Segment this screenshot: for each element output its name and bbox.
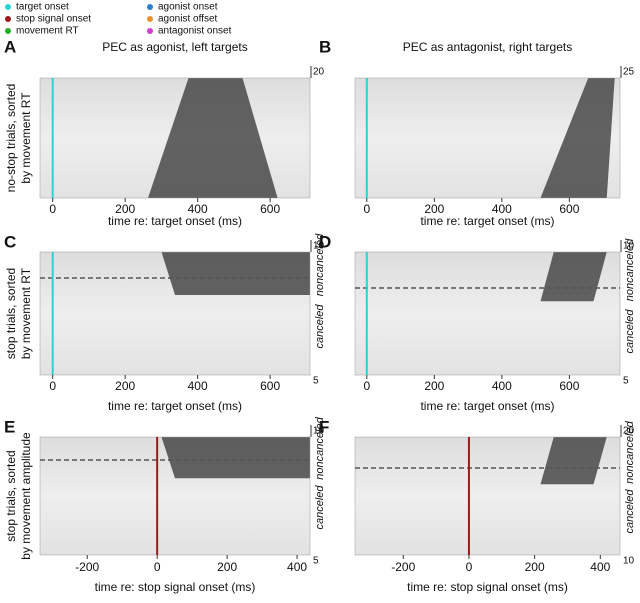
hist-scale-top: 20 (313, 67, 325, 78)
legend-label: antagonist onset (158, 26, 232, 37)
x-axis-label: time re: target onset (ms) (108, 399, 242, 413)
legend-swatch (5, 28, 11, 34)
x-tick-label: 200 (424, 202, 444, 216)
x-tick-label: 400 (287, 560, 307, 574)
legend-label: agonist onset (158, 2, 218, 13)
panel-letter: D (319, 232, 331, 251)
panel-letter: F (319, 417, 329, 436)
hist-scale-bottom: 5 (313, 556, 319, 567)
x-tick-label: 400 (492, 379, 512, 393)
group-label: canceled (624, 309, 636, 354)
x-tick-label: 600 (260, 202, 280, 216)
hist-scale-top: 25 (623, 67, 635, 78)
axis-frame (354, 436, 621, 556)
legend-label: stop signal onset (16, 14, 91, 25)
panel-letter: B (319, 37, 331, 56)
x-tick-label: 200 (115, 379, 135, 393)
legend-swatch (147, 16, 153, 22)
axis-frame (354, 251, 621, 376)
panel-letter: C (4, 232, 16, 251)
axis-frame (354, 77, 621, 199)
legend-label: agonist offset (158, 14, 218, 25)
x-tick-label: 400 (188, 202, 208, 216)
legend-label: target onset (16, 2, 69, 13)
activity-band (540, 252, 607, 302)
legend-swatch (147, 28, 153, 34)
axis-frame (39, 77, 311, 199)
y-axis-label: by movement RT (19, 267, 33, 359)
activity-band (148, 78, 278, 198)
group-label: canceled (624, 489, 636, 534)
group-label: noncanceled (314, 416, 326, 479)
x-tick-label: 0 (363, 379, 370, 393)
x-axis-label: time re: stop signal onset (ms) (407, 580, 568, 594)
x-tick-label: 600 (559, 202, 579, 216)
panel-letter: E (4, 417, 15, 436)
group-label: canceled (314, 304, 326, 349)
x-tick-label: -200 (75, 560, 99, 574)
axis-frame (39, 251, 311, 376)
x-axis-label: time re: target onset (ms) (420, 214, 554, 228)
x-tick-label: 0 (154, 560, 161, 574)
activity-band (540, 437, 607, 485)
hist-scale-bottom: 10 (623, 556, 635, 567)
panel-title: PEC as agonist, left targets (102, 40, 247, 54)
x-tick-label: 0 (49, 379, 56, 393)
y-axis-label: stop trials, sorted (4, 450, 18, 541)
legend-swatch (5, 4, 11, 10)
x-tick-label: 400 (590, 560, 610, 574)
x-tick-label: 200 (424, 379, 444, 393)
x-tick-label: 600 (260, 379, 280, 393)
x-tick-label: 200 (115, 202, 135, 216)
x-tick-label: 200 (217, 560, 237, 574)
x-axis-label: time re: target onset (ms) (108, 214, 242, 228)
y-axis-label: by movement amplitude (19, 432, 33, 560)
group-label: noncanceled (314, 233, 326, 296)
x-tick-label: 0 (49, 202, 56, 216)
group-label: noncanceled (624, 420, 636, 483)
x-axis-label: time re: stop signal onset (ms) (95, 580, 256, 594)
x-axis-label: time re: target onset (ms) (420, 399, 554, 413)
hist-scale-bottom: 5 (313, 376, 319, 387)
group-label: noncanceled (624, 238, 636, 301)
x-tick-label: 600 (559, 379, 579, 393)
hist-scale-top: 20 (623, 426, 635, 437)
hist-scale-top: 10 (623, 241, 635, 252)
panel-title: PEC as antagonist, right targets (403, 40, 572, 54)
activity-band (161, 437, 310, 479)
hist-scale-top: 10 (313, 241, 325, 252)
panel-letter: A (4, 37, 16, 56)
legend-swatch (147, 4, 153, 10)
hist-scale-top: 10 (313, 426, 325, 437)
activity-band (540, 78, 615, 198)
legend-swatch (5, 16, 11, 22)
x-tick-label: 0 (466, 560, 473, 574)
x-tick-label: 400 (188, 379, 208, 393)
activity-band (161, 252, 310, 296)
x-tick-label: 200 (525, 560, 545, 574)
x-tick-label: -200 (391, 560, 415, 574)
y-axis-label: by movement RT (19, 92, 33, 184)
y-axis-label: stop trials, sorted (4, 268, 18, 359)
hist-scale-bottom: 5 (623, 376, 629, 387)
legend-label: movement RT (16, 26, 79, 37)
axis-frame (39, 436, 311, 556)
y-axis-label: no-stop trials, sorted (4, 84, 18, 193)
group-label: canceled (314, 485, 326, 530)
x-tick-label: 400 (492, 202, 512, 216)
x-tick-label: 0 (363, 202, 370, 216)
